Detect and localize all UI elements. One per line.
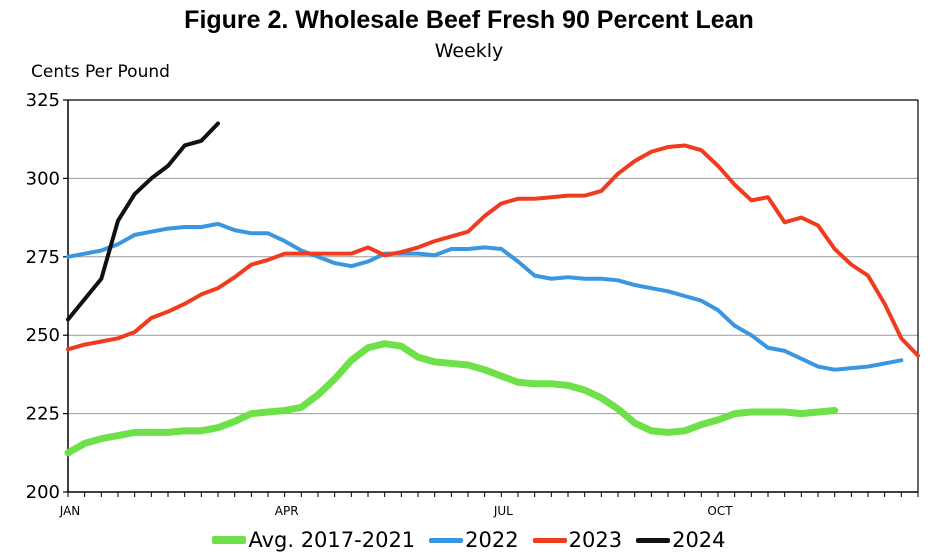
legend-item-avg: Avg. 2017-2021 — [212, 528, 415, 552]
y-axis-label: Cents Per Pound — [31, 62, 170, 82]
legend-label-2022: 2022 — [465, 528, 519, 552]
legend-swatch-avg — [212, 536, 247, 544]
y-tick-label-275: 275 — [26, 247, 60, 268]
x-tick-label-oct: OCT — [707, 504, 733, 518]
series-line-avg-2017-2021 — [64, 340, 839, 457]
legend-item-2024: 2024 — [636, 528, 726, 552]
legend-item-2022: 2022 — [429, 528, 519, 552]
legend-label-2023: 2023 — [568, 528, 623, 552]
x-tick-label-apr: APR — [275, 504, 299, 518]
y-tick-label-250: 250 — [26, 325, 60, 346]
legend-item-2023: 2023 — [532, 528, 623, 552]
y-tick-label-300: 300 — [26, 168, 60, 189]
series-line-2023 — [66, 143, 920, 358]
x-tick-label-jan: JAN — [59, 504, 81, 518]
line-chart: 200 225 250 275 300 325 JAN APR JUL OCT — [26, 90, 920, 518]
chart-title: Figure 2. Wholesale Beef Fresh 90 Percen… — [184, 6, 754, 34]
legend-swatch-2022 — [429, 537, 464, 543]
y-tick-label-225: 225 — [26, 404, 60, 425]
legend-label-2024: 2024 — [672, 528, 726, 552]
x-tick-label-jul: JUL — [493, 504, 513, 518]
chart-subtitle: Weekly — [434, 40, 504, 62]
legend-swatch-2023 — [532, 537, 567, 543]
legend: Avg. 2017-2021 2022 2023 2024 — [0, 528, 938, 552]
series-line-2024 — [66, 121, 220, 322]
series-line-2022 — [66, 221, 904, 372]
y-tick-label-200: 200 — [26, 482, 60, 503]
legend-label-avg: Avg. 2017-2021 — [248, 528, 416, 552]
legend-swatch-2024 — [636, 537, 671, 543]
y-tick-label-325: 325 — [26, 90, 60, 111]
